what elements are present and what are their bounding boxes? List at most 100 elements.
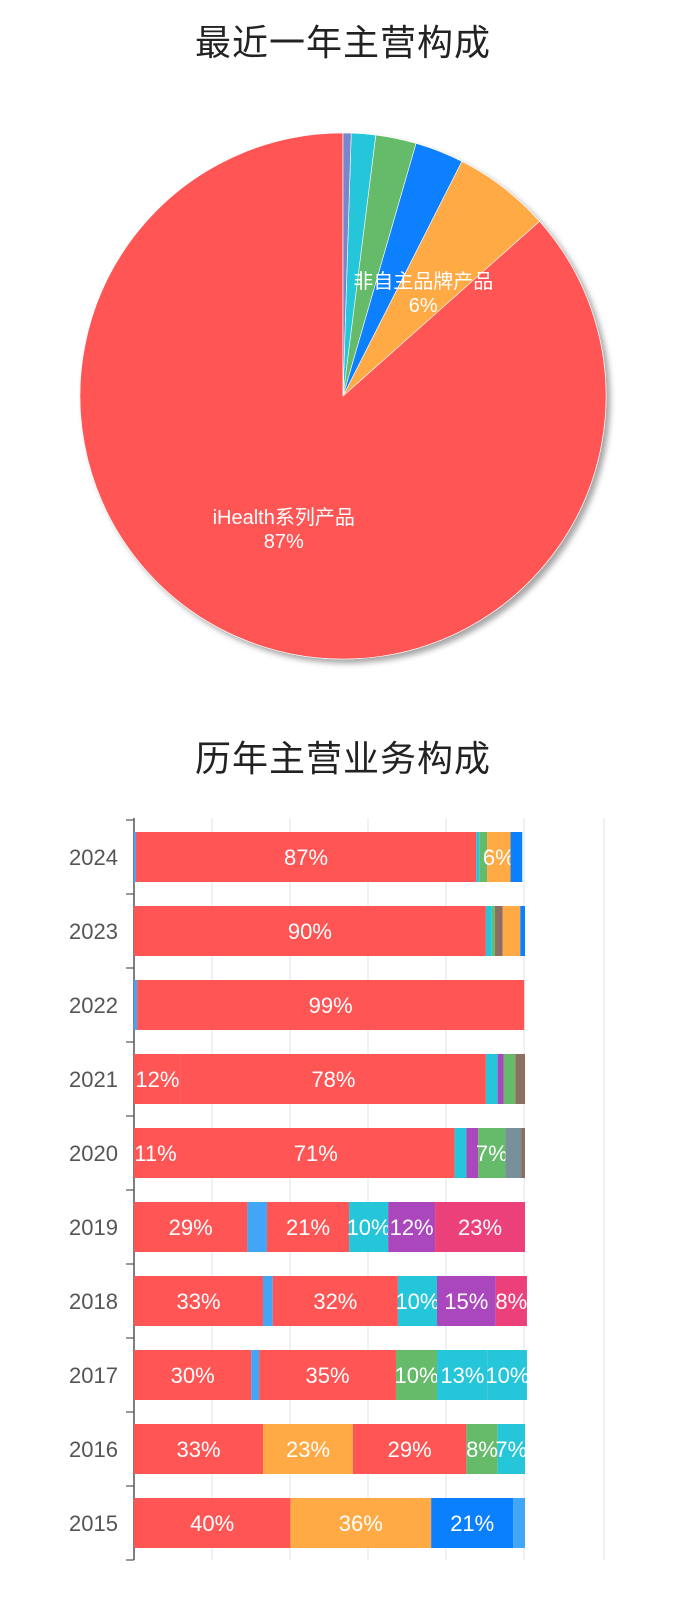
bar-segment <box>272 1276 398 1326</box>
bar-segment <box>491 906 495 956</box>
bar-segment-label: 71% <box>294 1141 338 1166</box>
bar-segment <box>263 1424 353 1474</box>
bar-segment <box>485 906 492 956</box>
bar-segment <box>494 906 503 956</box>
year-label: 2021 <box>69 1067 118 1092</box>
bar-segment-label: 29% <box>169 1215 213 1240</box>
bar-segment <box>454 1128 467 1178</box>
bar-segment <box>431 1498 514 1548</box>
bar-segment-label: 13% <box>440 1363 484 1388</box>
bar-segment <box>521 1128 525 1178</box>
bar-segment-label: 7% <box>495 1437 527 1462</box>
bar-segment <box>266 1202 350 1252</box>
bar-segment <box>437 1350 488 1400</box>
bar-segment <box>134 906 486 956</box>
bar-segment <box>134 1128 178 1178</box>
bar-segment-label: 7% <box>476 1141 508 1166</box>
bar-segment-label: 8% <box>466 1437 498 1462</box>
bar-segment-label: 21% <box>450 1511 494 1536</box>
bar-segment <box>290 1498 432 1548</box>
bar-segment <box>137 980 525 1030</box>
bar-segment <box>505 1128 522 1178</box>
bar-segment <box>134 832 136 882</box>
bar-segment <box>134 1498 291 1548</box>
bar-segment <box>251 1350 260 1400</box>
bar-segment <box>476 832 480 882</box>
bar-segment <box>466 1128 479 1178</box>
bar-segment <box>497 1054 504 1104</box>
bar-segment-label: 33% <box>176 1437 220 1462</box>
bar-segment <box>134 1276 264 1326</box>
year-label: 2019 <box>69 1215 118 1240</box>
bar-segment <box>134 1350 252 1400</box>
bar-segment-label: 23% <box>286 1437 330 1462</box>
bar-segment <box>263 1276 273 1326</box>
bar-segment-label: 99% <box>309 993 353 1018</box>
bar-segment <box>134 1424 264 1474</box>
bar-segment <box>502 906 521 956</box>
bar-segment-label: 12% <box>390 1215 434 1240</box>
bar-segment <box>395 1350 438 1400</box>
year-label: 2022 <box>69 993 118 1018</box>
bar-segment <box>513 1498 525 1548</box>
year-label: 2016 <box>69 1437 118 1462</box>
bar-segment <box>479 832 488 882</box>
bar-segment <box>259 1350 396 1400</box>
bar-segment-label: 8% <box>495 1289 527 1314</box>
bar-segment-label: 12% <box>135 1067 179 1092</box>
pie-slice-label: 非自主品牌产品 <box>353 270 493 293</box>
bar-segment-label: 29% <box>388 1437 432 1462</box>
bar-segment-label: 30% <box>171 1363 215 1388</box>
bar-segment <box>515 1054 525 1104</box>
bar-chart-title: 历年主营业务构成 <box>194 739 491 780</box>
bar-segment-label: 10% <box>394 1363 438 1388</box>
bar-segment-label: 10% <box>395 1289 439 1314</box>
pie-chart-title: 最近一年主营构成 <box>194 23 491 64</box>
bar-segment <box>135 832 477 882</box>
bar-segment-label: 6% <box>483 845 515 870</box>
year-label: 2020 <box>69 1141 118 1166</box>
bar-segment <box>503 1054 516 1104</box>
year-label: 2018 <box>69 1289 118 1314</box>
bar-segment <box>510 832 523 882</box>
bar-segment <box>487 832 511 882</box>
bar-segment <box>397 1276 438 1326</box>
bar-segment <box>437 1276 496 1326</box>
year-label: 2024 <box>69 845 118 870</box>
pie-slice <box>342 132 352 397</box>
bar-segment <box>177 1128 455 1178</box>
bar-segment <box>134 1054 181 1104</box>
bar-segment-label: 23% <box>458 1215 502 1240</box>
bar-segment-label: 10% <box>347 1215 391 1240</box>
bar-segment <box>520 906 525 956</box>
bar-segment-label: 87% <box>284 845 328 870</box>
bar-segment-label: 21% <box>286 1215 330 1240</box>
bar-segment <box>497 1424 525 1474</box>
bar-segment <box>352 1424 467 1474</box>
bar-segment <box>349 1202 389 1252</box>
bar-segment-label: 40% <box>190 1511 234 1536</box>
bar-segment-label: 10% <box>485 1363 529 1388</box>
year-label: 2017 <box>69 1363 118 1388</box>
bar-segment <box>134 1202 248 1252</box>
pie-slice-label: iHealth系列产品 <box>213 506 355 529</box>
bar-segment-label: 35% <box>306 1363 350 1388</box>
bar-segment <box>478 1128 506 1178</box>
bar-segment <box>435 1202 525 1252</box>
pie-slice-percent: 6% <box>409 295 438 317</box>
bar-segment-label: 32% <box>313 1289 357 1314</box>
bar-segment <box>466 1424 498 1474</box>
bar-segment-label: 36% <box>339 1511 383 1536</box>
bar-segment-label: 90% <box>288 919 332 944</box>
bar-segment-label: 78% <box>311 1067 355 1092</box>
year-label: 2015 <box>69 1511 118 1536</box>
bar-segment-label: 11% <box>134 1141 176 1166</box>
bar-segment <box>487 1350 527 1400</box>
year-label: 2023 <box>69 919 118 944</box>
bar-segment <box>495 1276 527 1326</box>
bar-segment <box>134 980 138 1030</box>
bar-segment-label: 15% <box>444 1289 488 1314</box>
bar-segment <box>485 1054 498 1104</box>
